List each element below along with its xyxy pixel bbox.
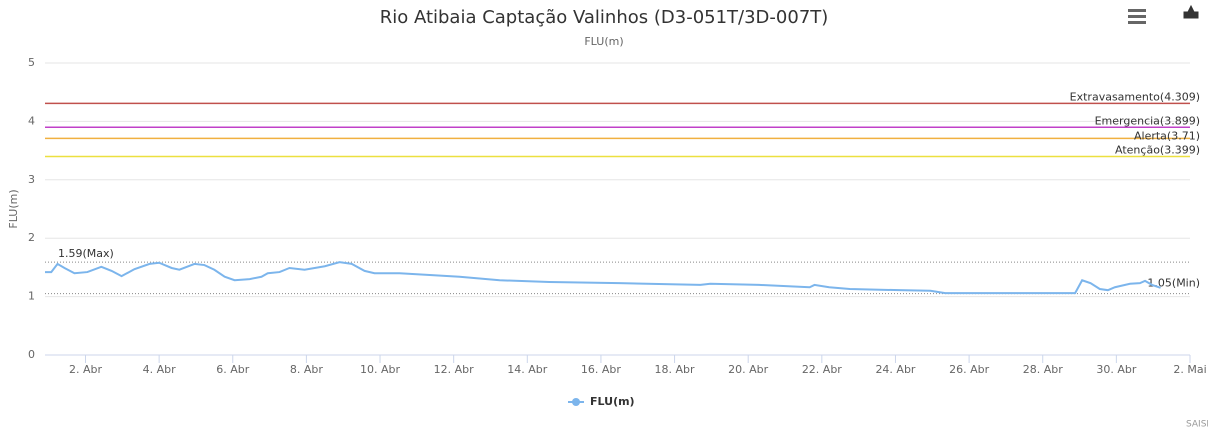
y-tick-label: 0 [28, 348, 35, 361]
max-line-label: 1.59(Max) [58, 247, 114, 260]
x-tick-label: 10. Abr [360, 363, 400, 376]
min-line-label: 1.05(Min) [1147, 277, 1200, 290]
y-tick-label: 5 [28, 56, 35, 69]
legend-label: FLU(m) [590, 395, 635, 408]
x-tick-label: 8. Abr [290, 363, 323, 376]
x-tick-label: 22. Abr [802, 363, 842, 376]
menu-bar [1128, 21, 1146, 24]
x-tick-label: 14. Abr [507, 363, 547, 376]
y-tick-label: 1 [28, 290, 35, 303]
x-tick-label: 28. Abr [1023, 363, 1063, 376]
x-tick-label: 16. Abr [581, 363, 621, 376]
credits: SAISP [1186, 420, 1208, 430]
plot-line-label: Extravasamento(4.309) [1070, 90, 1200, 103]
menu-button[interactable] [1128, 9, 1146, 24]
series-line [45, 261, 1161, 295]
y-tick-label: 4 [28, 114, 35, 127]
plot-line-label: Atenção(3.399) [1115, 143, 1200, 156]
y-tick-label: 3 [28, 173, 35, 186]
x-tick-label: 12. Abr [434, 363, 474, 376]
plot-line-label: Emergencia(3.899) [1095, 114, 1200, 127]
x-tick-label: 24. Abr [875, 363, 915, 376]
x-tick-label: 2. Abr [69, 363, 102, 376]
x-tick-label: 26. Abr [949, 363, 989, 376]
plot-line-label: Alerta(3.71) [1134, 129, 1200, 142]
y-axis-title: FLU(m) [7, 189, 20, 228]
menu-bar [1128, 9, 1146, 12]
y-tick-label: 2 [28, 231, 35, 244]
x-tick-label: 18. Abr [655, 363, 695, 376]
menu-bar [1128, 15, 1146, 18]
x-tick-label: 4. Abr [143, 363, 176, 376]
legend-marker [572, 398, 580, 406]
x-tick-label: 30. Abr [1096, 363, 1136, 376]
download-icon [1183, 4, 1199, 19]
x-tick-label: 6. Abr [216, 363, 249, 376]
x-tick-label: 20. Abr [728, 363, 768, 376]
x-tick-label: 2. Mai [1173, 363, 1206, 376]
chart-title: Rio Atibaia Captação Valinhos (D3-051T/3… [380, 7, 829, 28]
download-button[interactable] [1183, 4, 1199, 19]
chart-subtitle: FLU(m) [584, 35, 623, 48]
